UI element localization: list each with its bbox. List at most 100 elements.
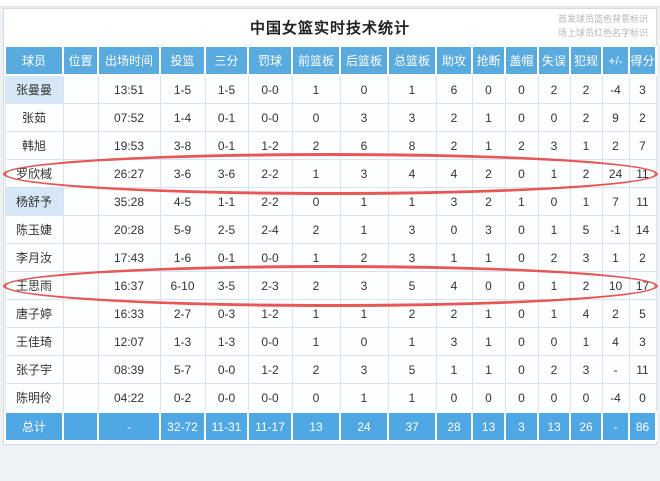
stat-cell: 3	[504, 411, 539, 442]
stat-cell	[62, 271, 99, 300]
stats-board: 中国女篮实时技术统计 首发球员蓝色背景标识 场上球员红色名字标识 球员 位置 出场时…	[3, 8, 657, 445]
stat-cell: 1-1	[204, 187, 249, 216]
stat-cell: 0	[504, 243, 539, 272]
stat-cell: 13	[291, 411, 341, 442]
stat-cell: 10	[601, 271, 630, 300]
stat-cell: 3	[339, 103, 389, 132]
stat-cell: 5-7	[159, 355, 206, 384]
stat-cell: 26	[569, 411, 603, 442]
stat-cell	[62, 383, 99, 413]
stat-cell: 13	[471, 411, 506, 442]
stat-cell: 0	[628, 383, 657, 413]
table-row: 杨舒予 35:28 4-5 1-1 2-2 0 1 1 3 2 1 0 1 7 11	[4, 187, 657, 216]
stat-cell: 08:39	[97, 355, 161, 384]
total-row: 总计 -32-72 11-31 11-17 13 24 37 28 13 3 13 26-86	[4, 411, 657, 442]
page-title: 中国女篮实时技术统计	[249, 19, 410, 37]
column-header: 抢断	[471, 45, 506, 76]
stat-cell: 1-2	[247, 131, 293, 160]
stat-cell: 3-6	[204, 159, 249, 188]
stat-cell: 16:37	[97, 271, 161, 300]
stat-cell: 2	[569, 103, 603, 132]
player-name-cell: 李月汝	[4, 243, 64, 272]
stats-table: 球员 位置 出场时间 投篮 三分 罚球 前篮板 后篮板 总篮板 助攻 抢断 盖帽 失误 犯规 +/- 得分 张…	[4, 45, 657, 442]
stat-cell: 1	[537, 215, 571, 244]
stat-cell: 1	[291, 159, 341, 188]
stat-cell: 1	[291, 243, 341, 272]
stat-cell: 2	[435, 103, 473, 132]
stat-cell: 3	[569, 243, 603, 272]
stat-cell: 6	[339, 131, 389, 160]
column-header: 罚球	[247, 45, 293, 76]
stat-cell: 1	[537, 299, 571, 328]
stat-cell: 1	[387, 74, 437, 104]
stat-cell: 0	[471, 383, 506, 413]
table-row: 陈玉婕 20:28 5-9 2-5 2-4 2 1 3 0 3 0 1 5 -1 14	[4, 215, 657, 244]
stat-cell: 1	[471, 327, 506, 356]
stat-cell: 1-4	[159, 103, 206, 132]
stat-cell: 35:28	[97, 187, 161, 216]
stat-cell: 7	[601, 187, 630, 216]
stat-cell: 3	[339, 355, 389, 384]
stat-cell: 2	[435, 131, 473, 160]
stat-cell: 0	[504, 299, 539, 328]
stat-cell: 2-3	[247, 271, 293, 300]
stat-cell: 37	[387, 411, 437, 442]
stat-cell: 3	[435, 187, 473, 216]
stat-cell: 2	[435, 299, 473, 328]
stat-cell: -	[601, 355, 630, 384]
player-name-cell: 张子宇	[4, 355, 64, 384]
stat-cell: 5-9	[159, 215, 206, 244]
player-name-cell: 张曼曼	[4, 74, 64, 104]
stat-cell: 0-3	[204, 299, 249, 328]
stat-cell: 86	[628, 411, 657, 442]
stat-cell: 4	[601, 327, 630, 356]
stat-cell: 0	[569, 383, 603, 413]
column-header: 后篮板	[339, 45, 389, 76]
stat-cell: 2	[569, 271, 603, 300]
title-bar: 中国女篮实时技术统计 首发球员蓝色背景标识 场上球员红色名字标识	[4, 9, 656, 45]
stat-cell: 2	[291, 215, 341, 244]
stat-cell: 0-1	[204, 243, 249, 272]
column-header: 助攻	[435, 45, 473, 76]
stat-cell: 0	[504, 159, 539, 188]
player-name-cell: 总计	[4, 411, 64, 442]
stat-cell: 4-5	[159, 187, 206, 216]
stat-cell: 11-17	[247, 411, 293, 442]
stat-cell: 1	[537, 159, 571, 188]
stat-cell: 1	[471, 103, 506, 132]
stat-cell	[62, 215, 99, 244]
stat-cell: 3	[435, 327, 473, 356]
player-name-cell: 陈玉婕	[4, 215, 64, 244]
stat-cell: 2-7	[159, 299, 206, 328]
column-header: 盖帽	[504, 45, 539, 76]
stat-cell: 11	[628, 159, 657, 188]
stat-cell: 3	[387, 243, 437, 272]
stat-cell: 16:33	[97, 299, 161, 328]
stat-cell: 2	[537, 243, 571, 272]
stat-cell: 8	[387, 131, 437, 160]
stat-cell: 32-72	[159, 411, 206, 442]
stat-cell: 3	[387, 215, 437, 244]
stat-cell: 1	[387, 327, 437, 356]
stat-cell: 1	[339, 187, 389, 216]
stat-cell: 2	[537, 355, 571, 384]
stat-cell: 14	[628, 215, 657, 244]
stat-cell: 19:53	[97, 131, 161, 160]
stat-cell: 1	[387, 187, 437, 216]
stat-cell: 2-2	[247, 159, 293, 188]
stat-cell: 2	[628, 103, 657, 132]
stat-cell: 2	[569, 74, 603, 104]
stat-cell: 5	[387, 271, 437, 300]
table-header: 球员 位置 出场时间 投篮 三分 罚球 前篮板 后篮板 总篮板 助攻 抢断 盖帽 失误 犯规 +/- 得分	[4, 45, 657, 76]
column-header: 投篮	[159, 45, 206, 76]
column-header: 三分	[204, 45, 249, 76]
stat-cell: 3-5	[204, 271, 249, 300]
stat-cell: 1	[291, 74, 341, 104]
player-name-cell: 王思雨	[4, 271, 64, 300]
stat-cell: 5	[628, 299, 657, 328]
footer-strip	[0, 445, 660, 469]
table-row: 张茹 07:52 1-4 0-1 0-0 0 3 3 2 1 0 0 2 9 2	[4, 103, 657, 132]
stat-cell: 2-5	[204, 215, 249, 244]
stat-cell: -1	[601, 215, 630, 244]
stat-cell: 3	[628, 327, 657, 356]
